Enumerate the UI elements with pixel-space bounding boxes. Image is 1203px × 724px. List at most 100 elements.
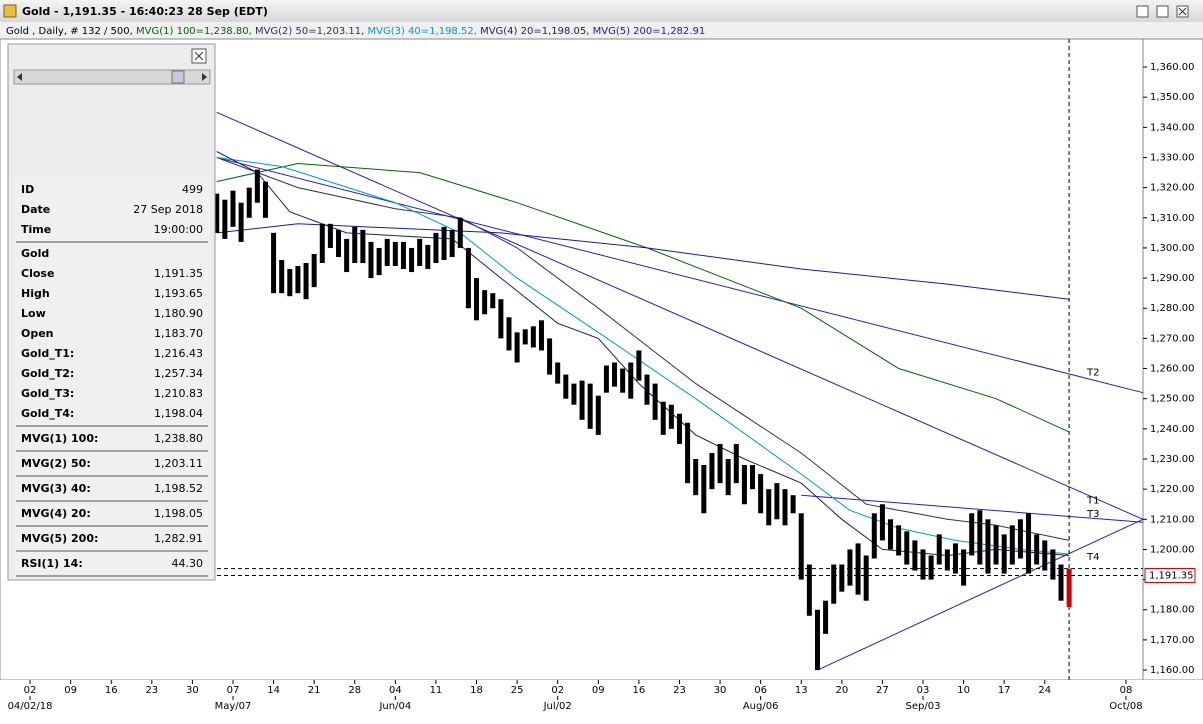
panel-label: Open — [21, 327, 54, 340]
panel-label: Gold_T4: — [21, 407, 74, 420]
price-bar — [847, 549, 853, 586]
price-bar — [685, 422, 691, 484]
title-bar — [0, 0, 1203, 22]
y-tick-label: 1,210.00 — [1150, 514, 1195, 525]
trendline-label: T1 — [1086, 496, 1099, 507]
last-price-box — [1144, 568, 1196, 584]
trendline-label: T2 — [1086, 367, 1099, 378]
x-tick-label: 30 — [714, 685, 727, 696]
y-tick-label: 1,340.00 — [1150, 122, 1195, 133]
legend-sep: , — [361, 26, 367, 37]
price-bar — [417, 238, 423, 267]
x-tick-label: 09 — [64, 685, 77, 696]
price-bar — [498, 299, 504, 339]
price-bar — [782, 489, 788, 526]
x-tick-label: 11 — [430, 685, 443, 696]
month-label: 04/02/18 — [8, 701, 53, 712]
x-tick-label: 17 — [998, 685, 1011, 696]
price-bar — [806, 564, 812, 616]
x-tick-label: 02 — [24, 685, 37, 696]
scroll-thumb[interactable] — [171, 70, 185, 84]
panel-label: MVG(4) 20: — [21, 507, 91, 520]
window-buttons[interactable] — [1136, 5, 1189, 18]
x-tick-label: 10 — [957, 685, 970, 696]
price-bar — [912, 540, 918, 571]
price-bar — [279, 260, 285, 294]
price-bar — [733, 443, 739, 484]
panel-label: Gold_T3: — [21, 387, 74, 400]
price-bar — [952, 543, 958, 574]
legend-bar — [0, 22, 1203, 39]
price-bar — [693, 458, 699, 496]
price-bar — [1066, 568, 1072, 608]
price-bar — [514, 332, 520, 363]
y-tick-label: 1,320.00 — [1150, 183, 1195, 194]
moving-average — [216, 223, 1070, 300]
price-bar — [701, 465, 707, 514]
last-price-label: 1,191.35 — [1149, 571, 1194, 582]
panel-value: 44.30 — [172, 557, 204, 570]
price-bar — [766, 489, 772, 526]
x-tick-label: 14 — [267, 685, 280, 696]
panel-scrollbar[interactable] — [13, 69, 211, 85]
price-bar — [214, 193, 220, 233]
price-bar — [327, 223, 333, 248]
price-bar — [230, 190, 236, 227]
x-tick-label: 04 — [389, 685, 402, 696]
price-bar — [855, 543, 861, 595]
price-bar — [271, 232, 277, 294]
price-bar — [506, 317, 512, 351]
price-bar — [888, 519, 894, 550]
price-bar — [1058, 564, 1064, 601]
x-tick-label: 18 — [470, 685, 483, 696]
price-bar — [392, 241, 398, 267]
price-bar — [344, 238, 350, 273]
legend: Gold , Daily, # 132 / 500, MVG(1) 100=1,… — [6, 26, 705, 37]
price-bar — [652, 383, 658, 420]
plot: T1 T2 T3 T4 — [214, 39, 1144, 680]
panel-label: MVG(5) 200: — [21, 532, 98, 545]
y-tick-label: 1,230.00 — [1150, 454, 1195, 465]
price-bar — [896, 525, 902, 556]
price-bar — [831, 564, 837, 604]
x-tick-label: 08 — [1120, 685, 1133, 696]
price-bar — [1001, 534, 1007, 574]
legend-entry: MVG(5) 200=1,282.91 — [593, 26, 706, 37]
price-bar — [790, 495, 796, 514]
price-bar — [904, 531, 910, 565]
month-label: Sep/03 — [906, 701, 941, 712]
panel-close-icon — [194, 51, 204, 61]
x-tick-label: 30 — [186, 685, 199, 696]
price-bar — [676, 413, 682, 444]
price-bar — [384, 238, 390, 267]
price-bar — [311, 253, 317, 288]
price-bar — [482, 290, 488, 315]
x-tick-label: 03 — [917, 685, 930, 696]
price-bar — [262, 181, 268, 218]
price-bar — [709, 452, 715, 490]
price-bar — [530, 326, 536, 348]
price-bar — [352, 226, 358, 264]
panel-value: 1,203.11 — [154, 457, 203, 470]
panel-label: Gold_T2: — [21, 367, 74, 380]
price-bar — [774, 483, 780, 520]
price-bar — [547, 338, 553, 375]
maximize-button[interactable] — [1156, 5, 1169, 18]
month-label: Oct/08 — [1109, 701, 1142, 712]
y-tick-label: 1,360.00 — [1150, 62, 1195, 73]
trendline — [216, 111, 1144, 520]
price-bar — [871, 513, 877, 559]
price-bar — [644, 374, 650, 405]
price-bar — [944, 549, 950, 571]
restore-button[interactable] — [1136, 5, 1149, 18]
x-tick-label: 21 — [308, 685, 321, 696]
y-tick-label: 1,290.00 — [1150, 273, 1195, 284]
y-tick-label: 1,220.00 — [1150, 484, 1195, 495]
panel-label: Gold — [21, 247, 49, 260]
price-bar — [474, 278, 480, 321]
price-bar — [368, 241, 374, 279]
price-bar — [571, 383, 577, 405]
x-tick-label: 16 — [105, 685, 118, 696]
x-tick-label: 09 — [592, 685, 605, 696]
y-tick-label: 1,180.00 — [1150, 605, 1195, 616]
